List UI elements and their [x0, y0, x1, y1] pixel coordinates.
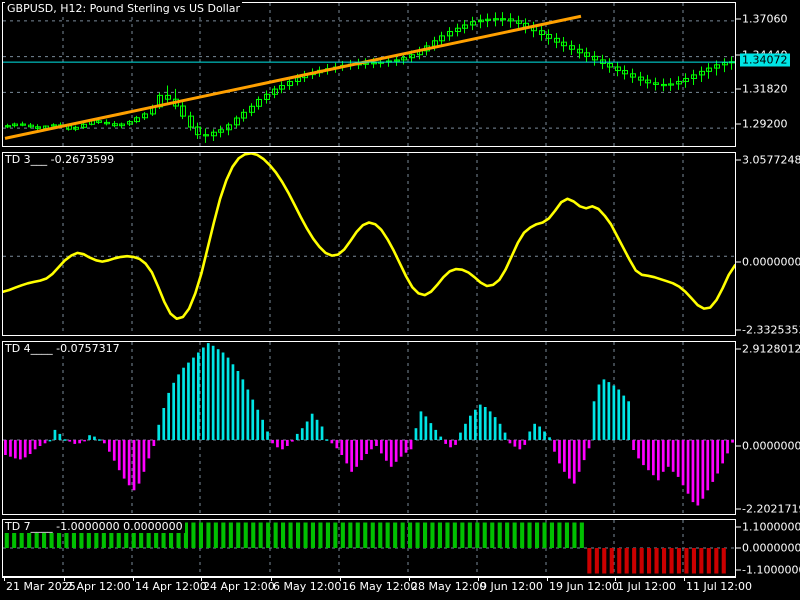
time-axis-line [2, 577, 736, 578]
time-axis-tick [615, 577, 616, 581]
time-axis-label: 14 Apr 12:00 [135, 580, 207, 593]
time-axis-tick [409, 577, 410, 581]
td7-plot-area[interactable] [3, 520, 735, 576]
time-axis-tick [547, 577, 548, 581]
price-plot-area[interactable] [3, 3, 735, 146]
current-price-tag: 1.34072 [740, 53, 790, 67]
indicator-panel-td4[interactable] [2, 341, 736, 515]
axis-tick [736, 88, 741, 90]
axis-tick [736, 508, 741, 510]
td3-plot-area[interactable] [3, 153, 735, 335]
time-axis-tick [201, 577, 202, 581]
axis-tick [736, 569, 741, 571]
td7-axis-label: -1.1000000 [742, 563, 800, 577]
axis-tick [736, 445, 741, 447]
axis-tick [736, 329, 741, 331]
time-axis-label: 6 May 12:00 [273, 580, 342, 593]
td3-axis-label: -2.3325353 [742, 323, 800, 337]
axis-tick [736, 526, 741, 528]
indicator-panel-td3[interactable] [2, 152, 736, 336]
time-axis[interactable]: 21 Mar 2025 2 Apr 12:00 14 Apr 12:00 24 Apr… [2, 577, 798, 600]
td4-plot-area[interactable] [3, 342, 735, 514]
time-axis-label: 1 Jul 12:00 [617, 580, 676, 593]
td3-axis-label: 0.0000000 [742, 255, 800, 269]
axis-tick [736, 348, 741, 350]
time-axis-label: 24 Apr 12:00 [203, 580, 275, 593]
price-candlestick-svg [3, 3, 735, 146]
time-axis-tick [133, 577, 134, 581]
chart-title: GBPUSD, H12: Pound Sterling vs US Dollar [5, 2, 243, 15]
td3-axis-label: 3.0577248 [742, 153, 800, 167]
time-axis-tick [64, 577, 65, 581]
axis-tick [736, 159, 741, 161]
td4-axis-label: 0.0000000 [742, 439, 800, 453]
td4-axis-label: -2.2021719 [742, 502, 800, 516]
time-axis-label: 9 Jun 12:00 [480, 580, 543, 593]
price-axis-label: 1.31820 [742, 82, 788, 96]
time-axis-label: 16 May 12:00 [342, 580, 418, 593]
td7-axis-label: 1.1000000 [742, 520, 800, 534]
time-axis-label: 11 Jul 12:00 [686, 580, 752, 593]
axis-tick [736, 18, 741, 20]
td4-axis-label: 2.9128012 [742, 342, 800, 356]
time-axis-label: 19 Jun 12:00 [549, 580, 619, 593]
axis-tick [736, 547, 741, 549]
axis-tick [736, 54, 741, 56]
axis-tick [736, 123, 741, 125]
value-axis[interactable]: 1.37060 1.34440 1.31820 1.29200 1.34072 … [736, 0, 800, 600]
td4-histogram-svg [3, 342, 735, 514]
indicator-label-td4: TD 4____ -0.0757317 [4, 342, 122, 355]
price-chart-panel[interactable] [2, 2, 736, 147]
time-axis-tick [340, 577, 341, 581]
td3-line-svg [3, 153, 735, 335]
time-axis-label: 2 Apr 12:00 [66, 580, 131, 593]
time-axis-tick [684, 577, 685, 581]
td7-axis-label: 0.0000000 [742, 541, 800, 555]
axis-tick [736, 261, 741, 263]
time-axis-label: 21 Mar 2025 [6, 580, 76, 593]
price-axis-label: 1.37060 [742, 12, 788, 26]
indicator-label-td7: TD 7____ -1.0000000 0.0000000 [4, 520, 185, 533]
time-axis-tick [4, 577, 5, 581]
td7-histogram-svg [3, 520, 735, 576]
price-axis-label: 1.29200 [742, 117, 788, 131]
indicator-label-td3: TD 3___ -0.2673599 [4, 153, 117, 166]
time-axis-tick [271, 577, 272, 581]
time-axis-label: 28 May 12:00 [411, 580, 487, 593]
time-axis-tick [478, 577, 479, 581]
